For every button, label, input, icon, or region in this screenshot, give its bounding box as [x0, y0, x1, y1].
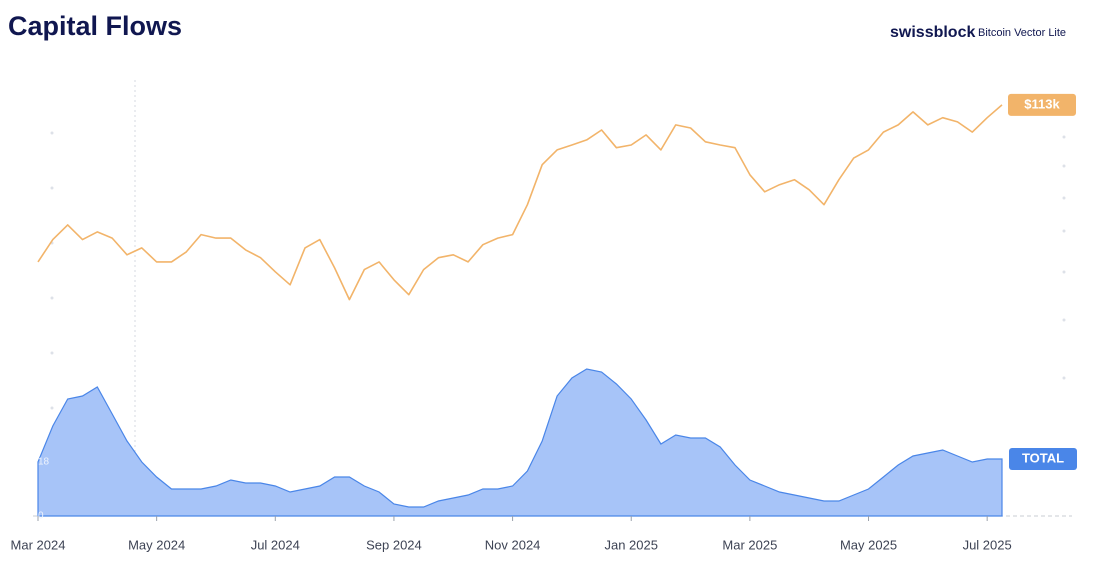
decor-dot: [50, 131, 54, 135]
decor-dot: [50, 296, 54, 300]
x-tick-label: May 2025: [840, 537, 897, 552]
price-badge-label: $113k: [1024, 96, 1060, 111]
flow-area: [37, 368, 1003, 517]
y2-tick-label: 18: [38, 457, 50, 468]
decor-dot: [1062, 318, 1066, 322]
x-tick-label: Sep 2024: [366, 537, 422, 552]
x-tick-label: Jan 2025: [604, 537, 658, 552]
x-tick-label: May 2024: [128, 537, 185, 552]
x-tick-label: Mar 2025: [722, 537, 777, 552]
decor-dot: [1062, 135, 1066, 139]
x-tick-label: Jul 2025: [963, 537, 1012, 552]
y2-tick-label: 0: [38, 511, 44, 522]
brand-product: Bitcoin Vector Lite: [978, 27, 1066, 39]
decor-dot: [1062, 270, 1066, 274]
chart-title: Capital Flows: [8, 11, 182, 41]
decor-dot: [1062, 196, 1066, 200]
x-tick-label: Jul 2024: [251, 537, 300, 552]
decor-dot: [1062, 376, 1066, 380]
price-badge: [1008, 93, 1076, 116]
decor-dot: [50, 186, 54, 190]
price-line: [37, 104, 1003, 301]
legend-label: TOTAL: [1022, 450, 1064, 465]
decor-dot: [50, 351, 54, 355]
decor-dot: [1062, 229, 1066, 233]
decor-dot: [1062, 164, 1066, 168]
brand-name: swissblock: [890, 24, 975, 41]
x-tick-label: Mar 2024: [11, 537, 66, 552]
x-tick-label: Nov 2024: [485, 537, 541, 552]
decor-dot: [50, 406, 54, 410]
legend-badge: [1009, 448, 1077, 470]
